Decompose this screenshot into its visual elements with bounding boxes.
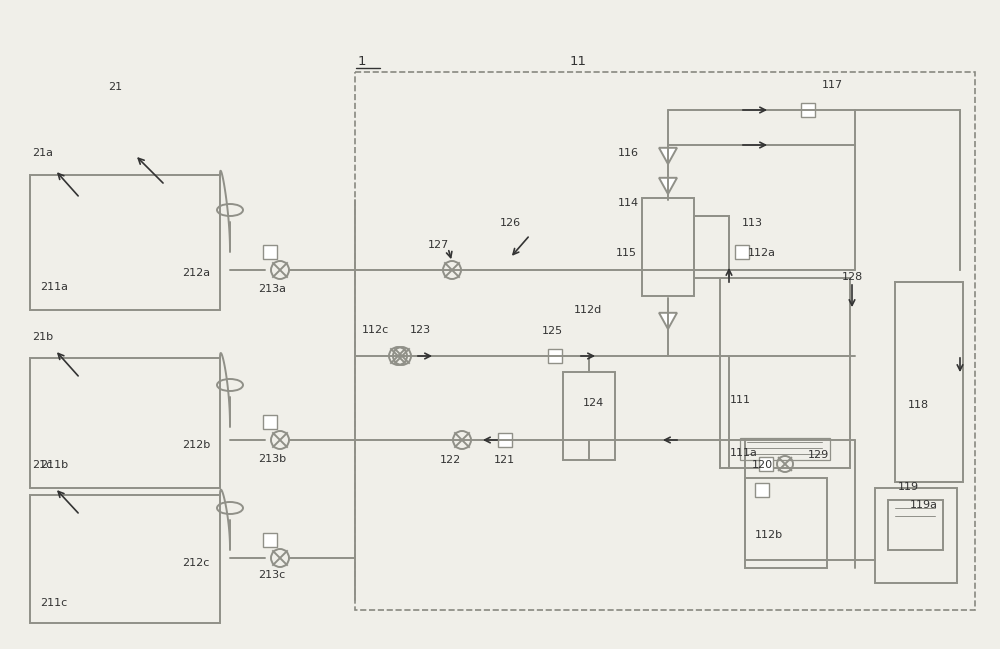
Text: 129: 129 — [808, 450, 829, 460]
Text: 21: 21 — [108, 82, 122, 92]
Bar — [563, 372, 615, 460]
Text: 212b: 212b — [182, 440, 210, 450]
Text: 212a: 212a — [182, 268, 210, 278]
Text: 21c: 21c — [32, 460, 52, 470]
Bar — [30, 175, 220, 310]
Bar — [740, 438, 830, 460]
Bar — [755, 483, 769, 497]
Text: 21b: 21b — [32, 332, 53, 342]
Text: 111a: 111a — [730, 448, 758, 458]
Bar — [735, 245, 749, 259]
Bar — [875, 488, 957, 583]
Text: 116: 116 — [618, 148, 639, 158]
Bar — [30, 358, 220, 488]
Polygon shape — [659, 148, 677, 164]
Text: 11: 11 — [570, 55, 587, 68]
Bar — [759, 457, 773, 471]
Text: 124: 124 — [583, 398, 604, 408]
Bar — [30, 495, 220, 623]
Bar — [745, 478, 827, 568]
Bar — [263, 245, 277, 259]
Text: 118: 118 — [908, 400, 929, 410]
Bar — [355, 72, 975, 610]
Text: 111: 111 — [730, 395, 751, 405]
Text: 128: 128 — [842, 272, 863, 282]
Text: 211b: 211b — [40, 460, 68, 470]
Text: 123: 123 — [410, 325, 431, 335]
Text: 119a: 119a — [910, 500, 938, 510]
Polygon shape — [659, 178, 677, 194]
Bar — [895, 282, 963, 482]
Text: 213b: 213b — [258, 454, 286, 464]
Text: 126: 126 — [500, 218, 521, 228]
Polygon shape — [659, 313, 677, 329]
Text: 211a: 211a — [40, 282, 68, 292]
Bar — [263, 533, 277, 547]
Text: 127: 127 — [428, 240, 449, 250]
Text: 121: 121 — [494, 455, 515, 465]
Bar — [888, 500, 943, 550]
Text: 112b: 112b — [755, 530, 783, 540]
Bar — [548, 349, 562, 363]
Text: 213a: 213a — [258, 284, 286, 294]
Text: 21a: 21a — [32, 148, 53, 158]
Bar — [801, 103, 815, 117]
Text: 122: 122 — [440, 455, 461, 465]
Text: 113: 113 — [742, 218, 763, 228]
Text: 213c: 213c — [258, 570, 285, 580]
Bar — [498, 433, 512, 447]
Bar — [642, 198, 694, 296]
Text: 114: 114 — [618, 198, 639, 208]
Text: 119: 119 — [898, 482, 919, 492]
Bar — [720, 278, 850, 468]
Bar — [694, 216, 729, 278]
Text: 125: 125 — [542, 326, 563, 336]
Text: 212c: 212c — [182, 558, 209, 568]
Text: 117: 117 — [822, 80, 843, 90]
Text: 120: 120 — [752, 460, 773, 470]
Text: 211c: 211c — [40, 598, 67, 608]
Text: 1: 1 — [358, 55, 366, 68]
Text: 115: 115 — [616, 248, 637, 258]
Bar — [263, 415, 277, 429]
Text: 112d: 112d — [574, 305, 602, 315]
Text: 112c: 112c — [362, 325, 389, 335]
Text: 112a: 112a — [748, 248, 776, 258]
